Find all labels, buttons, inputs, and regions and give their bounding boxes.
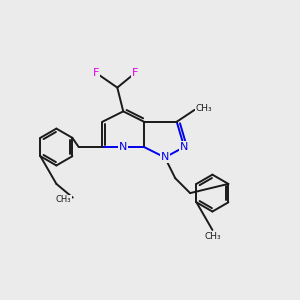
Text: N: N bbox=[161, 152, 169, 162]
Text: F: F bbox=[132, 68, 138, 78]
Text: N: N bbox=[180, 142, 188, 152]
Text: CH₃: CH₃ bbox=[204, 232, 221, 241]
Text: CH₃: CH₃ bbox=[195, 104, 212, 113]
Text: N: N bbox=[119, 142, 128, 152]
Text: CH₃: CH₃ bbox=[56, 195, 71, 204]
Text: F: F bbox=[93, 68, 100, 78]
